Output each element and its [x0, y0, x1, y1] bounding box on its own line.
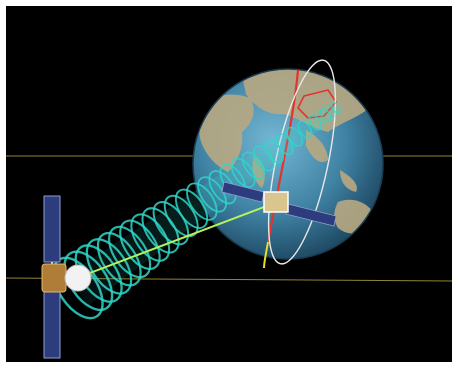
green-link-line — [81, 203, 273, 277]
beam-ring — [119, 219, 161, 270]
beam-ring — [186, 182, 218, 221]
beam-ring — [197, 176, 228, 213]
beam-ring — [319, 108, 332, 123]
beam-ring — [163, 194, 199, 238]
beam-ring — [174, 188, 209, 229]
space-viewport — [6, 6, 452, 362]
beam-ring — [130, 213, 171, 262]
beam-ring — [286, 126, 303, 147]
ground-track-yellow — [263, 241, 269, 269]
earth-globe-icon — [192, 68, 384, 260]
scene-svg — [6, 59, 452, 359]
beam-ring — [96, 231, 142, 287]
beam-ring — [331, 102, 341, 114]
beam-ring — [63, 250, 114, 312]
beam-ring — [108, 225, 152, 279]
beam-ring — [141, 207, 180, 254]
beam-ring — [208, 170, 237, 205]
beam-ring — [264, 139, 285, 164]
beam-ring — [230, 157, 256, 188]
beam-ring — [241, 151, 266, 180]
ground-satellite-icon — [41, 195, 92, 359]
beam-ring — [253, 145, 275, 172]
beam-ring — [308, 114, 322, 131]
relay-satellite-icon — [221, 181, 337, 227]
beam-ring — [297, 120, 313, 139]
beam-ring — [85, 238, 133, 295]
